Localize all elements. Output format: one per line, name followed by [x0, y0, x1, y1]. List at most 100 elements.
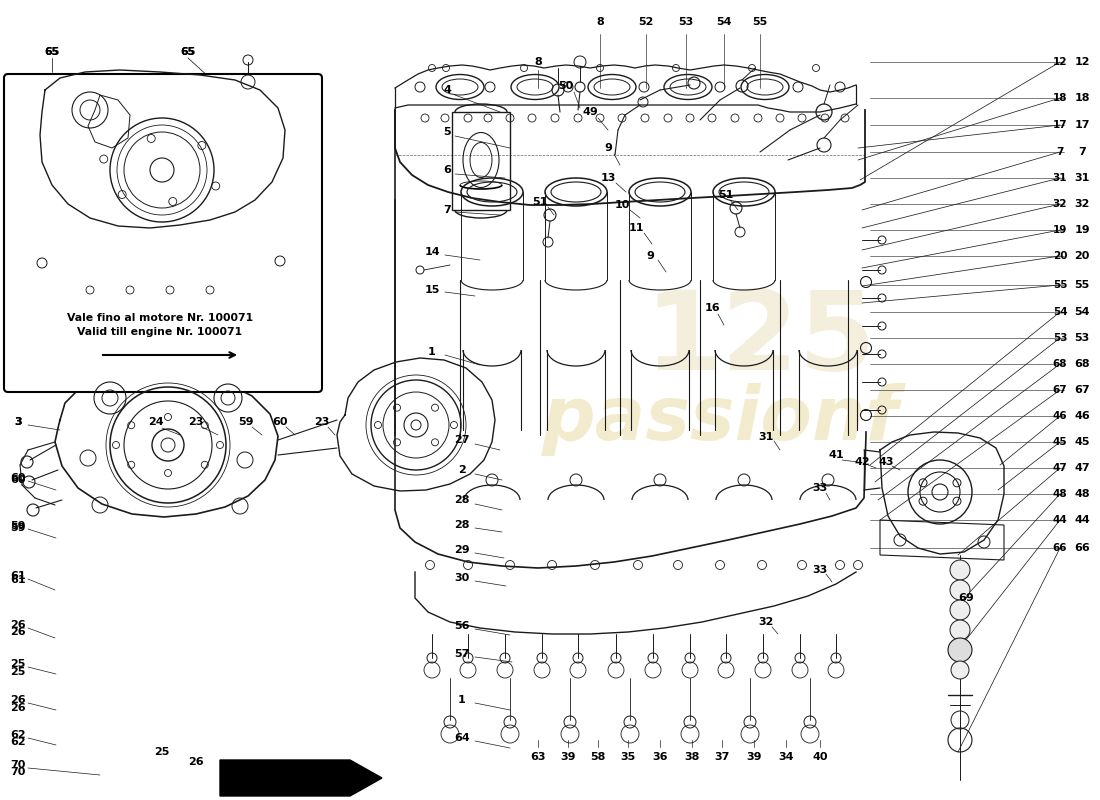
Text: 25: 25 [10, 667, 25, 677]
Text: 7: 7 [1078, 147, 1086, 157]
Text: 45: 45 [1053, 437, 1067, 447]
Text: 47: 47 [1053, 463, 1067, 473]
Text: 9: 9 [604, 143, 612, 153]
Text: 9: 9 [646, 251, 653, 261]
Text: 40: 40 [812, 752, 827, 762]
Text: 54: 54 [1053, 307, 1067, 317]
Text: 43: 43 [878, 457, 893, 467]
Text: 53: 53 [1075, 333, 1090, 343]
Text: 60: 60 [273, 417, 288, 427]
Text: 55: 55 [1075, 280, 1090, 290]
Text: 42: 42 [855, 457, 870, 467]
Text: 20: 20 [1075, 251, 1090, 261]
Text: 44: 44 [1053, 515, 1067, 525]
Text: 41: 41 [828, 450, 844, 460]
Text: 31: 31 [1075, 173, 1090, 183]
Text: 52: 52 [638, 17, 653, 27]
Text: 3: 3 [14, 417, 22, 427]
Circle shape [948, 638, 972, 662]
Text: 60: 60 [10, 473, 25, 483]
Text: passionf: passionf [541, 383, 899, 457]
Text: 69: 69 [958, 593, 974, 603]
Text: 47: 47 [1075, 463, 1090, 473]
Text: 62: 62 [10, 737, 25, 747]
Text: 59: 59 [10, 521, 25, 531]
Text: 28: 28 [454, 520, 470, 530]
Text: 19: 19 [1053, 225, 1067, 235]
Text: 30: 30 [454, 573, 470, 583]
Bar [452, 112, 510, 210]
Text: 66: 66 [1053, 543, 1067, 553]
Text: 25: 25 [10, 659, 25, 669]
Text: 26: 26 [10, 703, 25, 713]
Text: 58: 58 [591, 752, 606, 762]
Text: 7: 7 [1056, 147, 1064, 157]
Text: 10: 10 [614, 200, 629, 210]
Text: 16: 16 [704, 303, 719, 313]
Text: 59: 59 [239, 417, 254, 427]
Text: 48: 48 [1075, 489, 1090, 499]
Text: 57: 57 [454, 649, 470, 659]
Text: 25: 25 [154, 747, 169, 757]
Text: 37: 37 [714, 752, 729, 762]
Text: 51: 51 [532, 197, 548, 207]
Text: 1: 1 [428, 347, 436, 357]
Text: 8: 8 [596, 17, 604, 27]
Text: 29: 29 [454, 545, 470, 555]
Text: 46: 46 [1074, 411, 1090, 421]
Text: 53: 53 [679, 17, 694, 27]
Text: 65: 65 [44, 47, 59, 57]
Circle shape [950, 600, 970, 620]
FancyBboxPatch shape [4, 74, 322, 392]
Text: 1: 1 [458, 695, 466, 705]
Text: 48: 48 [1053, 489, 1067, 499]
Text: 23: 23 [315, 417, 330, 427]
Text: 36: 36 [652, 752, 668, 762]
Text: 67: 67 [1053, 385, 1067, 395]
Text: 51: 51 [718, 190, 734, 200]
Text: 15: 15 [425, 285, 440, 295]
Text: 68: 68 [1075, 359, 1090, 369]
Text: 26: 26 [188, 757, 204, 767]
Text: 50: 50 [559, 81, 573, 91]
Text: 55: 55 [1053, 280, 1067, 290]
Text: 33: 33 [813, 565, 827, 575]
Text: 54: 54 [716, 17, 732, 27]
Text: 55: 55 [752, 17, 768, 27]
Text: 38: 38 [684, 752, 700, 762]
Text: 56: 56 [454, 621, 470, 631]
Text: 7: 7 [443, 205, 451, 215]
Text: 70: 70 [10, 767, 25, 777]
Text: Valid till engine Nr. 100071: Valid till engine Nr. 100071 [77, 327, 243, 337]
Text: 14: 14 [425, 247, 440, 257]
Circle shape [950, 580, 970, 600]
Text: 65: 65 [180, 47, 196, 57]
Text: 70: 70 [10, 760, 25, 770]
Text: 61: 61 [10, 571, 25, 581]
Polygon shape [220, 760, 382, 796]
Text: 46: 46 [1053, 411, 1067, 421]
Circle shape [952, 661, 969, 679]
Text: 17: 17 [1053, 120, 1067, 130]
Text: 32: 32 [758, 617, 773, 627]
Text: 8: 8 [535, 57, 542, 67]
Text: 5: 5 [443, 127, 451, 137]
Circle shape [950, 560, 970, 580]
Text: 53: 53 [1053, 333, 1067, 343]
Text: 31: 31 [758, 432, 773, 442]
Text: 66: 66 [1074, 543, 1090, 553]
Text: 4: 4 [443, 85, 451, 95]
Text: 64: 64 [454, 733, 470, 743]
Text: 28: 28 [454, 495, 470, 505]
Text: 67: 67 [1075, 385, 1090, 395]
Text: 18: 18 [1053, 93, 1067, 103]
Text: 125: 125 [645, 286, 876, 394]
Text: 65: 65 [45, 47, 59, 57]
Text: 18: 18 [1075, 93, 1090, 103]
Text: 2: 2 [458, 465, 466, 475]
Text: 33: 33 [813, 483, 827, 493]
Text: 54: 54 [1075, 307, 1090, 317]
Text: 59: 59 [10, 523, 25, 533]
Text: 49: 49 [582, 107, 598, 117]
Text: 19: 19 [1075, 225, 1090, 235]
